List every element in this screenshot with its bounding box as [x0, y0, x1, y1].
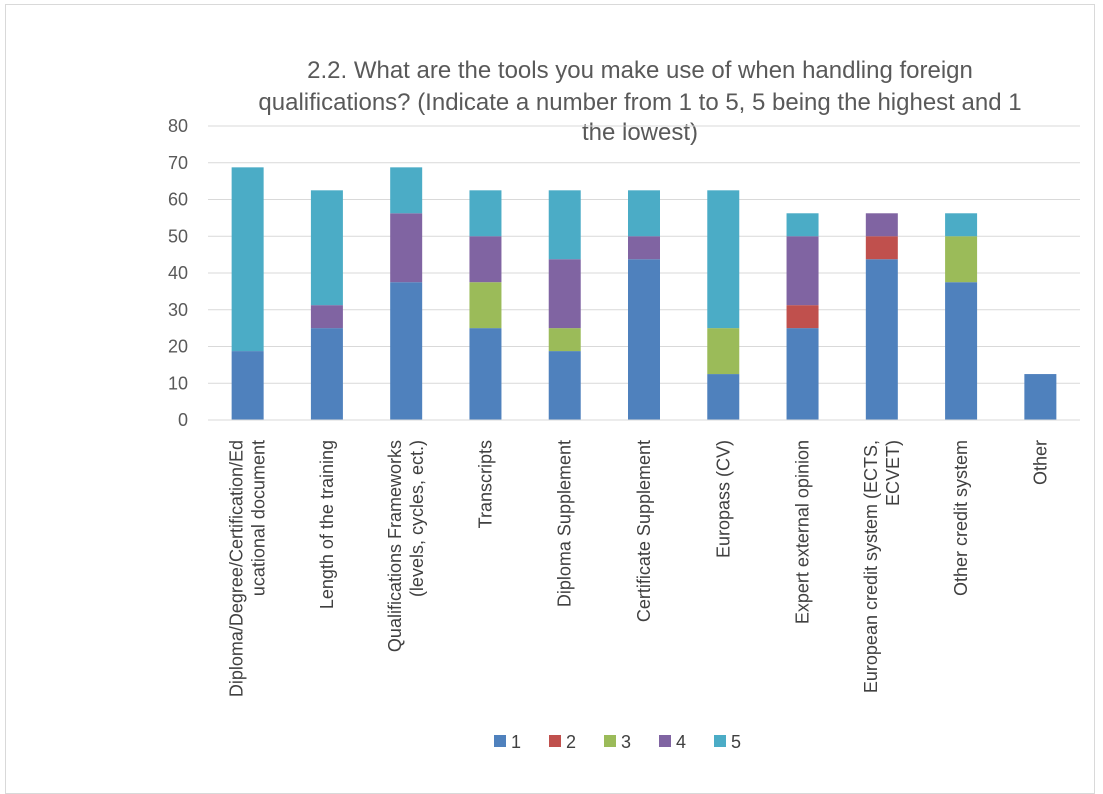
bar-segment-series-4 — [390, 213, 423, 283]
bar-segment-series-1 — [310, 328, 343, 420]
category-label: ECVET) — [883, 440, 903, 506]
bar-segment-series-4 — [786, 236, 819, 306]
category-labels: Diploma/Degree/Certification/Ed ucational… — [227, 440, 1051, 697]
y-tick-label: 20 — [168, 337, 188, 357]
legend-swatch-4 — [659, 735, 671, 747]
category-label: Qualifications Frameworks — [385, 440, 405, 652]
bars — [231, 167, 1057, 420]
category-label: European credit system (ECTS, — [861, 440, 881, 693]
bar-segment-series-4 — [865, 213, 898, 237]
y-tick-label: 70 — [168, 153, 188, 173]
gridlines — [208, 125, 1080, 384]
bar-segment-series-5 — [390, 167, 423, 214]
bar-segment-series-1 — [231, 351, 264, 420]
category-label: Other — [1030, 440, 1050, 485]
chart-title-line: 2.2. What are the tools you make use of … — [307, 57, 973, 84]
chart-title: 2.2. What are the tools you make use of … — [258, 57, 1021, 146]
legend-swatch-5 — [714, 735, 726, 747]
bar-segment-series-5 — [469, 190, 502, 237]
bar-segment-series-4 — [548, 259, 581, 329]
bar-segment-series-5 — [707, 190, 740, 329]
bar-segment-series-3 — [707, 328, 740, 375]
bar-segment-series-4 — [628, 236, 660, 260]
y-tick-label: 50 — [168, 226, 188, 246]
bar-segment-series-5 — [945, 213, 978, 237]
bar-segment-series-3 — [548, 328, 581, 352]
legend-label: 1 — [511, 732, 521, 752]
category-label: Diploma Supplement — [555, 440, 575, 607]
bar-segment-series-1 — [390, 282, 423, 420]
bar-segment-series-5 — [231, 167, 264, 352]
chart-title-line: qualifications? (Indicate a number from … — [258, 89, 1021, 116]
bar-segment-series-1 — [628, 259, 660, 420]
category-label: Length of the training — [317, 440, 337, 609]
bar-segment-series-4 — [310, 305, 343, 329]
category-label: Diploma/Degree/Certification/Ed — [227, 440, 247, 697]
legend: 1 2 3 4 5 — [494, 732, 741, 752]
bar-segment-series-1 — [865, 259, 898, 420]
bar-segment-series-5 — [628, 190, 660, 237]
bar-segment-series-2 — [786, 305, 819, 329]
bar-segment-series-5 — [786, 213, 819, 237]
bar-segment-series-1 — [1024, 374, 1057, 420]
bar-segment-series-1 — [707, 374, 740, 420]
bar-segment-series-2 — [865, 236, 898, 260]
bar-segment-series-5 — [548, 190, 581, 260]
legend-label: 4 — [676, 732, 686, 752]
bar-segment-series-1 — [548, 351, 581, 420]
y-tick-label: 40 — [168, 263, 188, 283]
y-tick-label: 30 — [168, 300, 188, 320]
legend-swatch-1 — [494, 735, 506, 747]
category-label: ucational document — [249, 440, 269, 596]
bar-segment-series-3 — [945, 236, 978, 283]
chart-frame: 2.2. What are the tools you make use of … — [5, 4, 1095, 794]
legend-label: 3 — [621, 732, 631, 752]
y-tick-label: 0 — [178, 410, 188, 430]
category-label: Europass (CV) — [713, 440, 733, 558]
category-label: Other credit system — [951, 440, 971, 596]
legend-swatch-3 — [604, 735, 616, 747]
chart-title-line: the lowest) — [582, 119, 698, 146]
y-tick-label: 10 — [168, 373, 188, 393]
legend-label: 2 — [566, 732, 576, 752]
legend-label: 5 — [731, 732, 741, 752]
bar-segment-series-1 — [786, 328, 819, 420]
y-tick-label: 80 — [168, 116, 188, 136]
bar-segment-series-1 — [469, 328, 502, 420]
category-label: Expert external opinion — [793, 440, 813, 624]
bar-segment-series-3 — [469, 282, 502, 329]
category-label: Certificate Supplement — [634, 440, 654, 622]
y-tick-label: 60 — [168, 190, 188, 210]
category-label: (levels, cycles, ect.) — [407, 440, 427, 597]
bar-segment-series-4 — [469, 236, 502, 283]
bar-segment-series-5 — [310, 190, 343, 306]
stacked-bar-chart: 2.2. What are the tools you make use of … — [168, 57, 1080, 752]
y-axis-ticks: 0 10 20 30 40 50 60 70 80 — [168, 116, 188, 430]
bar-segment-series-1 — [945, 282, 978, 420]
category-label: Transcripts — [475, 440, 495, 528]
legend-swatch-2 — [549, 735, 561, 747]
